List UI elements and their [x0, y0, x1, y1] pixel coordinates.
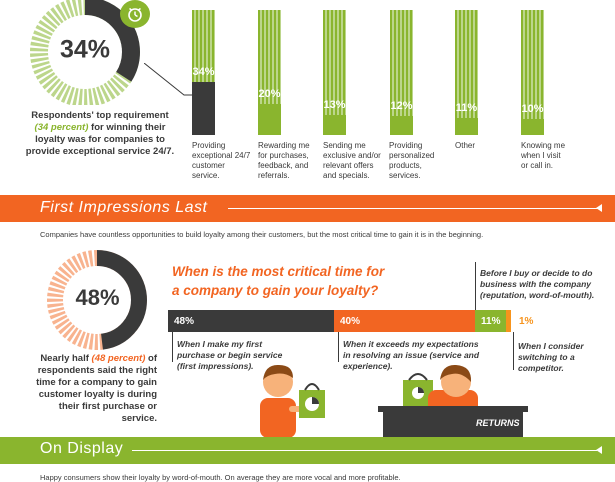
section-title: First Impressions Last [40, 199, 208, 216]
bar-fill [258, 103, 281, 135]
bar-fill [323, 114, 346, 135]
section-banner-on-display: On Display [0, 437, 615, 464]
caption-text: Respondents' top requirement [31, 110, 169, 121]
leader-line [338, 332, 339, 362]
option-before-buying: Before I buy or decide to do business wi… [480, 268, 595, 300]
bar-background [192, 10, 215, 82]
bar-fill [192, 81, 215, 135]
bar-1: 34% [192, 10, 215, 135]
question-heading: When is the most critical time for a com… [172, 262, 384, 300]
middle-caption: Nearly half (48 percent) of respondents … [22, 353, 157, 425]
bar-value-label: 12% [390, 100, 413, 113]
banner-divider [228, 208, 598, 209]
caption-text: Nearly half [40, 353, 89, 364]
caption-text-rest: of respondents said the right time for a… [36, 353, 157, 424]
returns-desk-illustration: RETURNS [378, 362, 528, 438]
bar-value-label: 20% [258, 87, 281, 100]
question-line-2: a company to gain your loyalty? [172, 283, 379, 298]
bar-2: 20% [258, 10, 281, 135]
bar-category-label: Knowing me when I visit or call in. [521, 141, 566, 170]
loyalty-donut-48: 48% [40, 250, 155, 350]
question-line-1: When is the most critical time for [172, 264, 385, 279]
bar-background [323, 10, 346, 115]
segment-before-buying: 11% [475, 310, 506, 332]
bar-category-label: Sending me exclusive and/or relevant off… [323, 141, 381, 180]
stacked-bar: 48% 40% 11% [168, 310, 513, 332]
arrow-left-icon [596, 446, 602, 454]
bar-background [258, 10, 281, 104]
caption-text-rest: for winning their loyalty was for compan… [25, 122, 175, 157]
segment-exceeds-expectations: 40% [334, 310, 475, 332]
section-intro: Companies have countless opportunities t… [40, 230, 484, 239]
bar-fill [455, 117, 478, 135]
segment-first-purchase: 48% [168, 310, 334, 332]
donut-percentage: 34% [59, 35, 111, 64]
bar-category-label: Other [455, 141, 476, 150]
banner-divider [132, 450, 597, 451]
bar-category-label: Providing exceptional 24/7 customer serv… [192, 141, 251, 180]
bar-value-label: 34% [192, 65, 215, 78]
bar-value-label: 11% [455, 101, 478, 114]
bar-fill [390, 116, 413, 135]
returns-label: RETURNS [476, 418, 520, 428]
bar-category-label: Rewarding me for purchases, feedback, an… [258, 141, 310, 180]
donut-connector [144, 63, 194, 97]
bar-category-label: Providing personalized products, service… [389, 141, 435, 180]
bar-5: 11% [455, 10, 478, 135]
bar-background [390, 10, 413, 117]
caption-highlight: (34 percent) [34, 122, 89, 133]
caption-highlight: (48 percent) [91, 353, 146, 364]
section-title: On Display [40, 440, 124, 457]
leader-line [475, 262, 476, 310]
segment-switching-label: 1% [519, 316, 534, 327]
bar-4: 12% [390, 10, 413, 135]
shopper-illustration [255, 360, 335, 438]
leader-line [172, 332, 173, 362]
clock-icon [120, 0, 150, 28]
option-first-purchase: When I make my first purchase or begin s… [177, 339, 283, 371]
bar-value-label: 13% [323, 98, 346, 111]
leader-line [513, 332, 514, 370]
top-caption: Respondents' top requirement (34 percent… [25, 110, 175, 158]
bar-3: 13% [323, 10, 346, 135]
arrow-left-icon [596, 204, 602, 212]
loyalty-donut-34: 34% [23, 0, 147, 105]
option-exceeds-expectations: When it exceeds my expectations in resol… [343, 339, 480, 371]
bar-background [455, 10, 478, 118]
option-switching: When I consider switching to a competito… [518, 341, 584, 373]
bar-6: 10% [521, 10, 544, 135]
segment-switching [506, 310, 511, 332]
section-intro: Happy consumers show their loyalty by wo… [40, 473, 401, 482]
bar-background [521, 10, 544, 120]
section-banner-first-impressions: First Impressions Last [0, 195, 615, 222]
donut-percentage: 48% [75, 285, 120, 310]
bar-value-label: 10% [521, 103, 544, 116]
bar-fill [521, 119, 544, 135]
